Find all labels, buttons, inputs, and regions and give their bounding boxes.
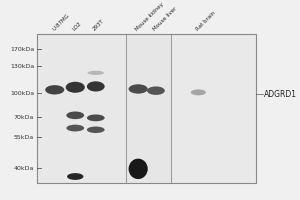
Text: 293T: 293T [92,19,106,32]
Text: 130kDa: 130kDa [10,64,34,69]
Ellipse shape [129,84,148,94]
Ellipse shape [87,114,105,121]
Ellipse shape [45,85,64,94]
Text: Mouse liver: Mouse liver [152,6,178,32]
Text: Rat brain: Rat brain [195,11,216,32]
Ellipse shape [88,71,104,75]
Ellipse shape [87,81,105,92]
Bar [126,34,171,183]
Text: LO2: LO2 [72,21,83,32]
Text: 100kDa: 100kDa [10,91,34,96]
Text: 40kDa: 40kDa [14,166,34,171]
Ellipse shape [66,111,84,119]
Bar [37,34,256,183]
Ellipse shape [129,159,148,179]
Text: U-87MG: U-87MG [51,13,70,32]
Ellipse shape [67,173,83,180]
Bar [171,34,256,183]
Text: 170kDa: 170kDa [10,47,34,52]
Ellipse shape [191,89,206,95]
Text: ADGRD1: ADGRD1 [264,90,297,99]
Ellipse shape [66,125,84,131]
Ellipse shape [87,127,105,133]
Text: Mouse kidney: Mouse kidney [135,2,165,32]
Ellipse shape [66,82,85,93]
Text: 70kDa: 70kDa [14,115,34,120]
Bar [37,34,126,183]
Ellipse shape [147,86,165,95]
Text: 55kDa: 55kDa [14,135,34,140]
